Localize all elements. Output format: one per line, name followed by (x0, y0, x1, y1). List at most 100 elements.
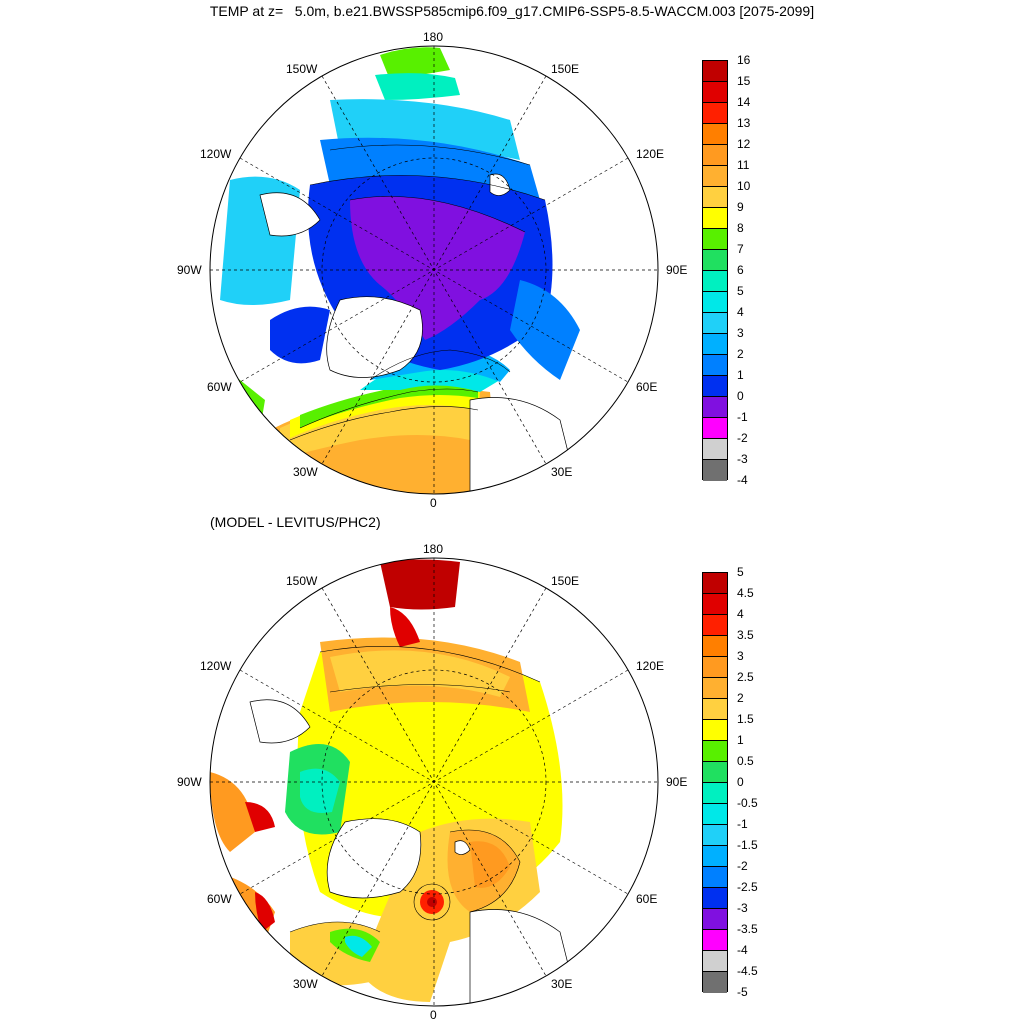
top-colorbar-label: -1 (737, 410, 748, 424)
bottom-colorbar-label: 1 (737, 733, 744, 747)
difference-subtitle: (MODEL - LEVITUS/PHC2) (210, 514, 381, 530)
top-colorbar-swatch (703, 208, 727, 229)
lon-label-0: 0 (430, 1008, 437, 1022)
top-colorbar-label: 7 (737, 242, 744, 256)
lon-label-120w: 120W (200, 147, 232, 161)
lon-label-120w: 120W (200, 659, 232, 673)
top-colorbar-label: -2 (737, 431, 748, 445)
top-colorbar-label: 2 (737, 347, 744, 361)
top-colorbar-label: -3 (737, 452, 748, 466)
lon-label-30e: 30E (551, 465, 573, 479)
lon-label-90w: 90W (177, 263, 202, 277)
bottom-colorbar-swatch (703, 867, 727, 888)
bottom-colorbar-label: -2.5 (737, 880, 758, 894)
top-colorbar-swatch (703, 460, 727, 481)
bottom-colorbar-label: 2.5 (737, 670, 754, 684)
top-colorbar-swatch (703, 376, 727, 397)
top-colorbar-label: 1 (737, 368, 744, 382)
bottom-colorbar-swatch (703, 804, 727, 825)
figure-title: TEMP at z= 5.0m, b.e21.BWSSP585cmip6.f09… (209, 3, 815, 19)
bottom-colorbar-label: -3 (737, 901, 748, 915)
bottom-map-panel: 180 150E 120E 90E 60E 30E 0 30W 60W 90W … (0, 512, 1024, 1024)
top-colorbar-label: 13 (737, 116, 751, 130)
greenland-land (326, 296, 423, 378)
bottom-colorbar-swatch (703, 636, 727, 657)
top-colorbar-swatch (703, 355, 727, 376)
lon-label-60e: 60E (636, 892, 658, 906)
bottom-colorbar-swatch (703, 930, 727, 951)
top-polar-map (209, 45, 659, 495)
top-colorbar-swatch (703, 292, 727, 313)
top-colorbar-swatch (703, 61, 727, 82)
bottom-polar-map (209, 557, 659, 1007)
bottom-colorbar-label: 4 (737, 607, 744, 621)
top-map-panel: 180 150E 120E 90E 60E 30E 0 30W 60W 90W … (177, 30, 751, 510)
top-colorbar-swatch (703, 103, 727, 124)
bottom-colorbar-swatch (703, 825, 727, 846)
bottom-colorbar-swatch (703, 762, 727, 783)
bottom-colorbar-swatch (703, 720, 727, 741)
top-colorbar-swatch (703, 439, 727, 460)
lon-label-90e: 90E (666, 263, 688, 277)
bottom-colorbar-label: -2 (737, 859, 748, 873)
bottom-colorbar-label: 0 (737, 775, 744, 789)
top-colorbar-label: 5 (737, 284, 744, 298)
lon-label-60w: 60W (207, 380, 232, 394)
top-colorbar-label: 0 (737, 389, 744, 403)
bottom-colorbar-label: 3.5 (737, 628, 754, 642)
lon-label-30e: 30E (551, 977, 573, 991)
top-colorbar-label: 3 (737, 326, 744, 340)
top-colorbar-label: 11 (737, 158, 750, 172)
top-colorbar-swatch (703, 145, 727, 166)
top-colorbar-swatch (703, 271, 727, 292)
top-colorbar-swatch (703, 313, 727, 334)
top-colorbar-label: 16 (737, 53, 751, 67)
top-colorbar-label: 4 (737, 305, 744, 319)
lon-label-120e: 120E (636, 147, 665, 161)
lon-label-0: 0 (430, 496, 437, 510)
top-colorbar-swatch (703, 82, 727, 103)
top-colorbar-swatch (703, 229, 727, 250)
central-arctic-cold-water (350, 196, 525, 340)
bottom-colorbar-label: -4 (737, 943, 748, 957)
lon-label-60e: 60E (636, 380, 658, 394)
lon-label-30w: 30W (293, 465, 318, 479)
bottom-colorbar-swatch (703, 699, 727, 720)
top-colorbar-label: 6 (737, 263, 744, 277)
top-colorbar-label: -4 (737, 473, 748, 487)
top-colorbar-label: 9 (737, 200, 744, 214)
lon-label-180: 180 (423, 30, 444, 44)
bottom-colorbar-label: 1.5 (737, 712, 754, 726)
top-colorbar-swatch (703, 250, 727, 271)
bottom-colorbar-swatch (703, 615, 727, 636)
bottom-colorbar-swatch (703, 783, 727, 804)
lon-label-90w: 90W (177, 775, 202, 789)
lon-label-90e: 90E (666, 775, 688, 789)
bering-warm-anomaly (380, 559, 460, 610)
bottom-colorbar-swatch (703, 573, 727, 594)
lon-label-150w: 150W (286, 574, 318, 588)
lon-label-150e: 150E (551, 574, 580, 588)
bottom-colorbar-swatch (703, 909, 727, 930)
bottom-colorbar-label: 3 (737, 649, 744, 663)
bottom-colorbar (702, 572, 728, 993)
bottom-colorbar-label: -5 (737, 985, 748, 999)
lon-label-150e: 150E (551, 62, 580, 76)
bottom-colorbar-swatch (703, 594, 727, 615)
lon-label-150w: 150W (286, 62, 318, 76)
lon-label-120e: 120E (636, 659, 665, 673)
bottom-colorbar-label: 2 (737, 691, 744, 705)
bottom-colorbar-label: -0.5 (737, 796, 758, 810)
lon-label-60w: 60W (207, 892, 232, 906)
top-colorbar-swatch (703, 187, 727, 208)
top-colorbar-swatch (703, 418, 727, 439)
bottom-colorbar-swatch (703, 972, 727, 993)
bottom-colorbar-swatch (703, 888, 727, 909)
top-colorbar-label: 12 (737, 137, 751, 151)
bottom-colorbar-label: -1 (737, 817, 748, 831)
bottom-colorbar-label: 4.5 (737, 586, 754, 600)
top-colorbar-swatch (703, 166, 727, 187)
bottom-colorbar-label: -4.5 (737, 964, 758, 978)
bottom-colorbar-swatch (703, 951, 727, 972)
bottom-colorbar-swatch (703, 657, 727, 678)
